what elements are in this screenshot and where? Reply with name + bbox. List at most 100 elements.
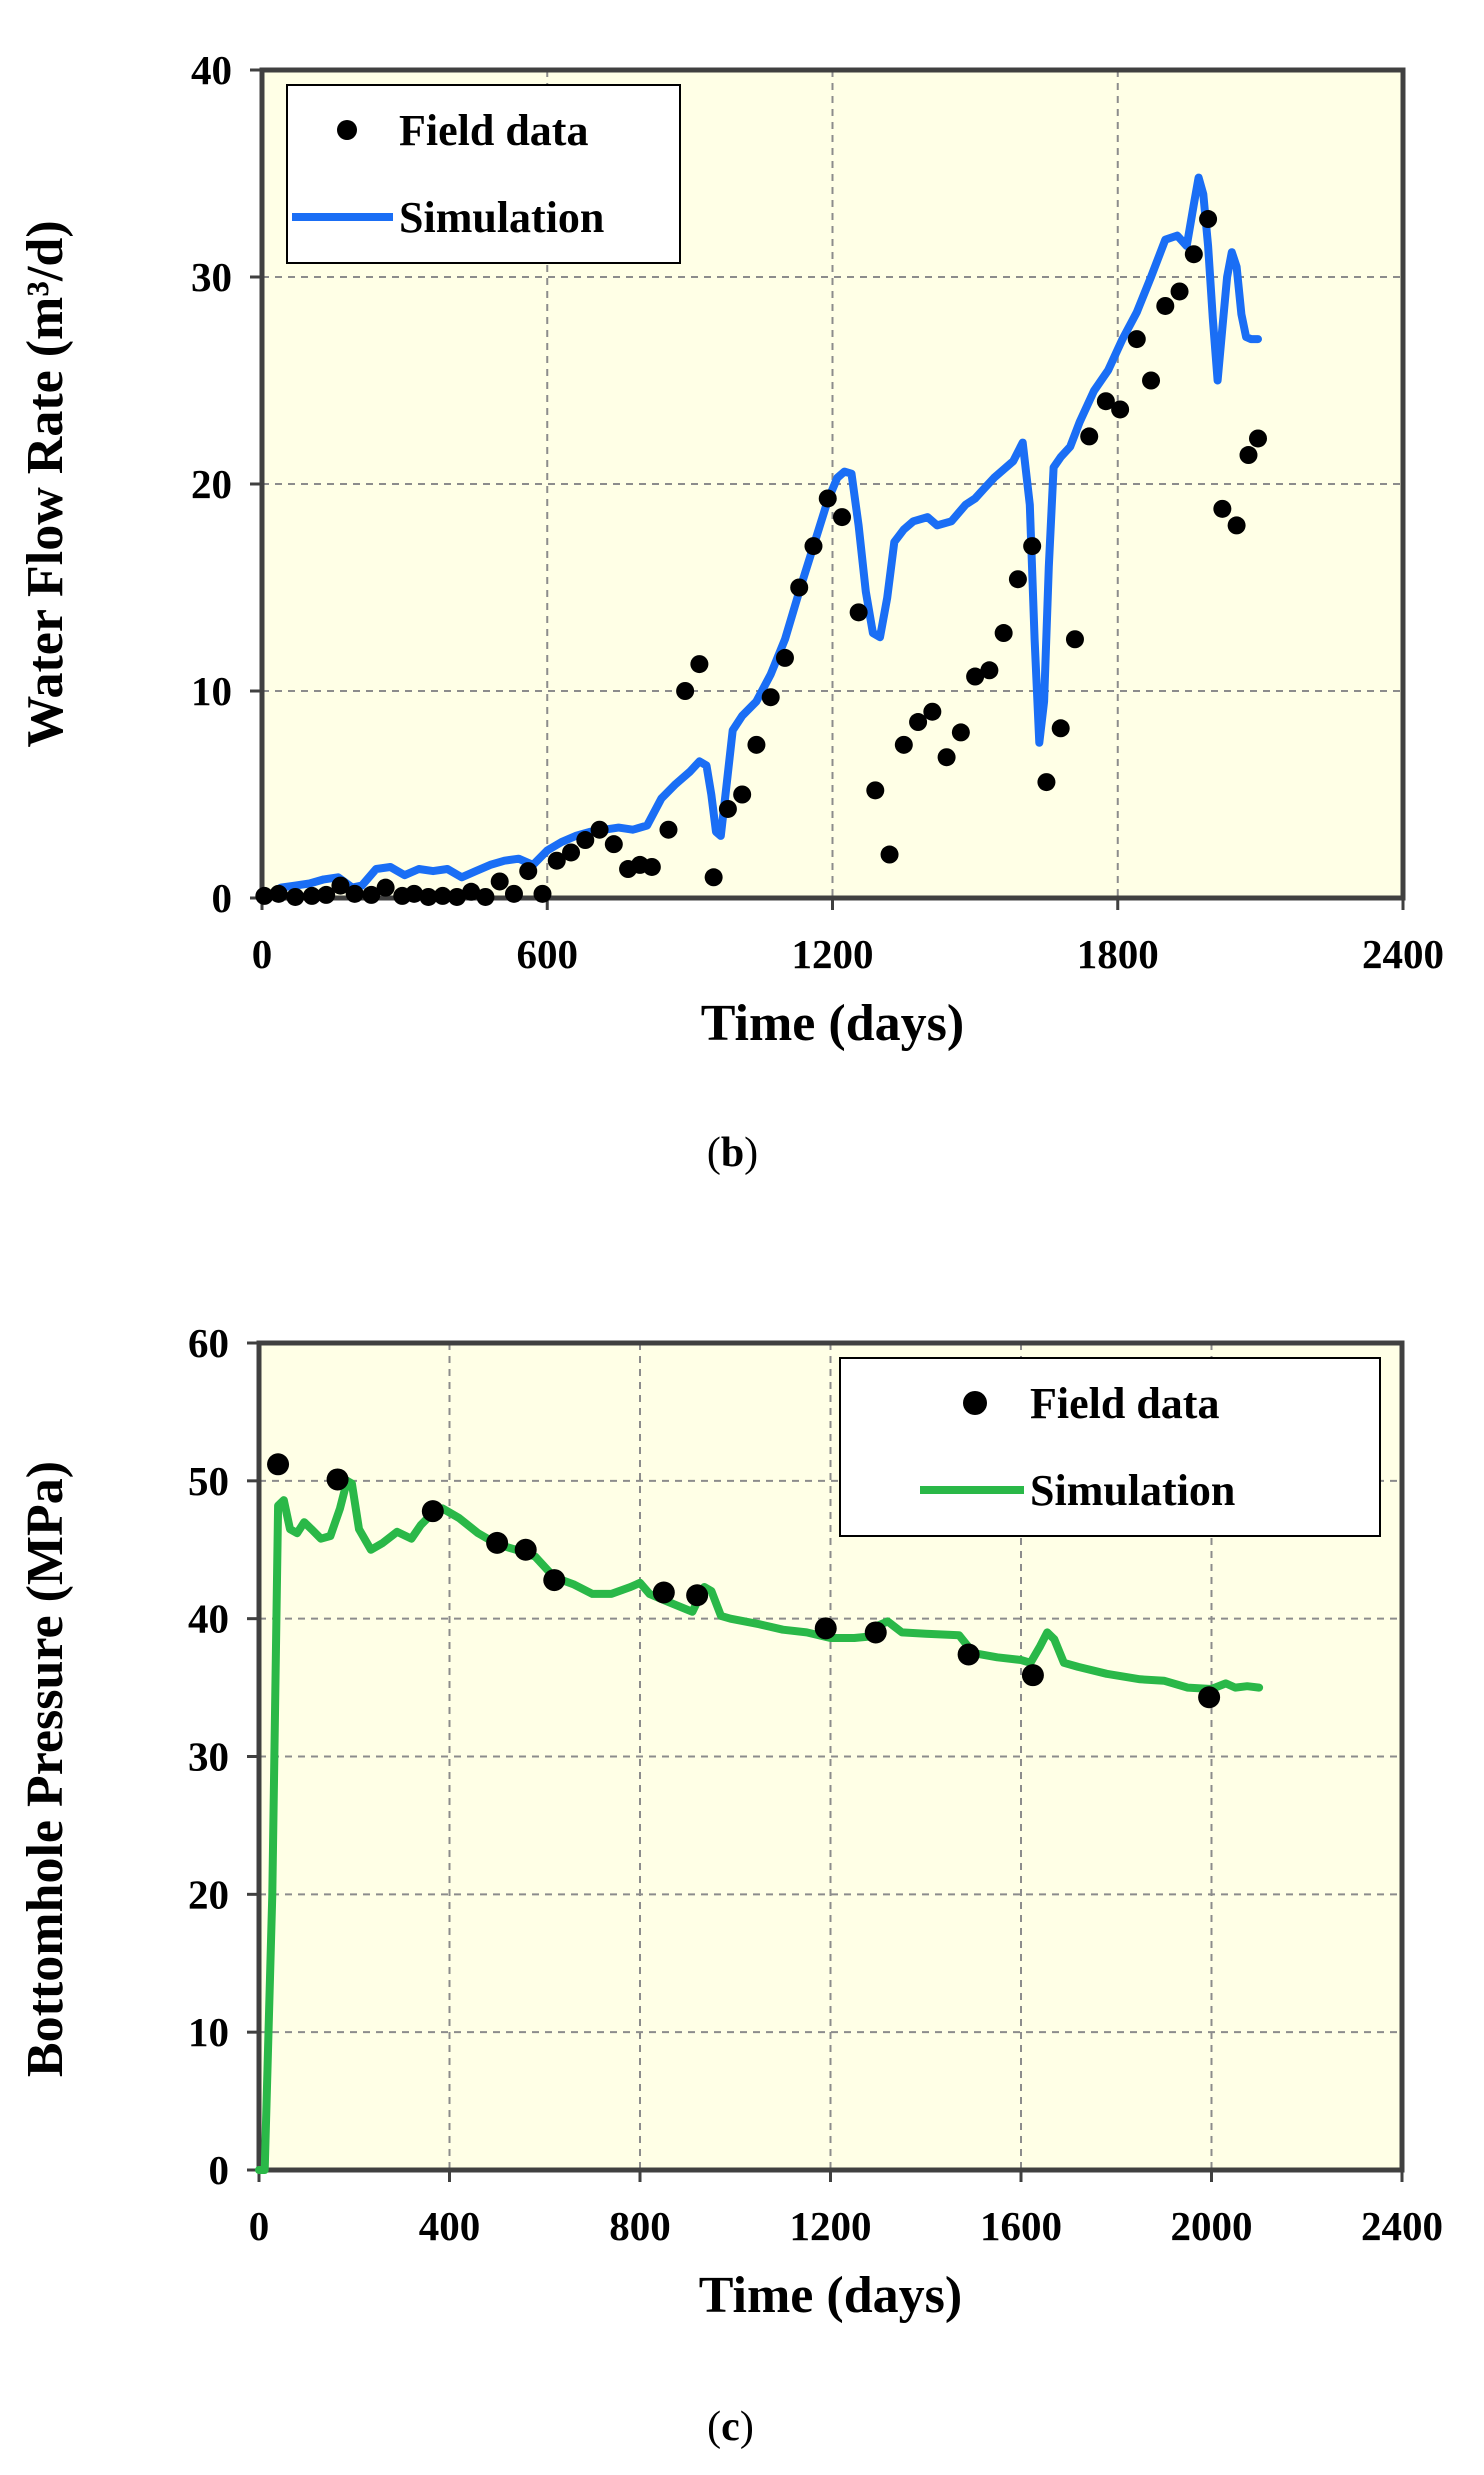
x-axis-title: Time (days) <box>701 995 964 1052</box>
data-point-field <box>1199 210 1218 229</box>
data-point-field <box>880 845 899 864</box>
data-point-field <box>433 886 452 905</box>
data-point-field <box>818 489 837 508</box>
x-tick-label: 1600 <box>980 2203 1062 2249</box>
legend-box <box>839 1357 1381 1537</box>
data-point-field <box>790 578 809 597</box>
y-axis-title: Bottomhole Pressure (MPa) <box>17 1461 74 2077</box>
y-tick-label: 20 <box>191 461 232 507</box>
y-tick-label: 10 <box>188 2009 229 2055</box>
data-point-field <box>1021 1664 1044 1687</box>
data-point-field <box>909 713 928 732</box>
data-point-field <box>504 884 523 903</box>
data-point-field <box>604 835 623 854</box>
data-point-field <box>490 872 509 891</box>
x-tick-label: 1200 <box>790 2203 872 2249</box>
data-point-field <box>718 799 737 818</box>
data-point-field <box>1170 282 1189 301</box>
data-point-field <box>543 1569 566 1592</box>
data-point-field <box>1156 296 1175 315</box>
data-point-field <box>405 884 424 903</box>
x-tick-label: 600 <box>517 931 579 977</box>
data-point-field <box>1248 429 1267 448</box>
data-point-field <box>1065 630 1084 649</box>
x-tick-label: 400 <box>419 2203 481 2249</box>
x-axis-title: Time (days) <box>699 2267 962 2324</box>
y-tick-label: 30 <box>191 254 232 300</box>
data-point-field <box>1008 570 1027 589</box>
data-point-field <box>447 887 466 906</box>
data-point-field <box>747 735 766 754</box>
data-point-field <box>302 886 321 905</box>
data-point-field <box>533 884 552 903</box>
legend-marker-field-data <box>337 120 357 140</box>
data-point-field <box>966 667 985 686</box>
chart-bottomhole-pressure: 0 400 800 1200 1600 2000 2400 0 10 20 30 40 50 60 Time… <box>17 1320 1443 2450</box>
y-tick-label: 40 <box>188 1596 229 1642</box>
y-tick-label: 60 <box>188 1320 229 1366</box>
legend-label-simulation: Simulation <box>1030 1466 1235 1515</box>
data-point-field <box>814 1617 837 1640</box>
x-tick-label: 0 <box>252 931 273 977</box>
data-point-field <box>980 661 999 680</box>
data-point-field <box>590 820 609 839</box>
data-point-field <box>514 1538 537 1561</box>
data-point-field <box>864 1621 887 1644</box>
x-tick-label: 1800 <box>1077 931 1159 977</box>
data-point-field <box>957 1643 980 1666</box>
data-point-field <box>804 537 823 556</box>
data-point-field <box>462 882 481 901</box>
data-point-field <box>659 820 678 839</box>
data-point-field <box>376 878 395 897</box>
data-point-field <box>326 1468 349 1491</box>
legend-label-field-data: Field data <box>1030 1379 1219 1428</box>
data-point-field <box>894 735 913 754</box>
data-point-field <box>1023 537 1042 556</box>
y-tick-label: 40 <box>191 47 232 93</box>
y-axis-title: Water Flow Rate (m³/d) <box>17 220 74 747</box>
data-point-field <box>331 876 350 895</box>
figure-caption: (b) <box>707 1130 758 1176</box>
x-tick-label: 0 <box>249 2203 270 2249</box>
data-point-field <box>775 648 794 667</box>
legend-box <box>286 84 681 264</box>
y-tick-label: 30 <box>188 1734 229 1780</box>
data-point-field <box>690 655 709 674</box>
data-point-field <box>519 862 538 881</box>
data-point-field <box>1239 446 1258 465</box>
data-point-field <box>362 885 381 904</box>
x-tick-label: 800 <box>609 2203 671 2249</box>
data-point-field <box>704 868 723 887</box>
data-point-field <box>923 702 942 721</box>
data-point-field <box>642 857 661 876</box>
y-tick-label: 10 <box>191 668 232 714</box>
data-point-field <box>1198 1686 1221 1709</box>
data-point-field <box>267 1453 290 1476</box>
data-point-field <box>937 748 956 767</box>
x-tick-label: 2000 <box>1171 2203 1253 2249</box>
data-point-field <box>1096 392 1115 411</box>
y-tick-label: 20 <box>188 1871 229 1917</box>
data-point-field <box>421 1500 444 1523</box>
figure-caption: (c) <box>707 2404 754 2450</box>
data-point-field <box>652 1581 675 1604</box>
data-point-field <box>1227 516 1246 535</box>
data-point-field <box>1142 371 1161 390</box>
x-tick-label: 2400 <box>1362 931 1444 977</box>
data-point-field <box>1051 719 1070 738</box>
data-point-field <box>419 887 438 906</box>
data-point-field <box>833 508 852 527</box>
data-point-field <box>269 884 288 903</box>
y-tick-label: 0 <box>209 2147 230 2193</box>
data-point-field <box>317 885 336 904</box>
data-point-field <box>476 887 495 906</box>
data-point-field <box>576 831 595 850</box>
data-point-field <box>286 887 305 906</box>
data-point-field <box>1184 245 1203 264</box>
y-tick-label: 0 <box>212 875 233 921</box>
data-point-field <box>994 624 1013 643</box>
y-tick-label: 50 <box>188 1458 229 1504</box>
x-tick-label: 1200 <box>792 931 874 977</box>
data-point-field <box>761 688 780 707</box>
